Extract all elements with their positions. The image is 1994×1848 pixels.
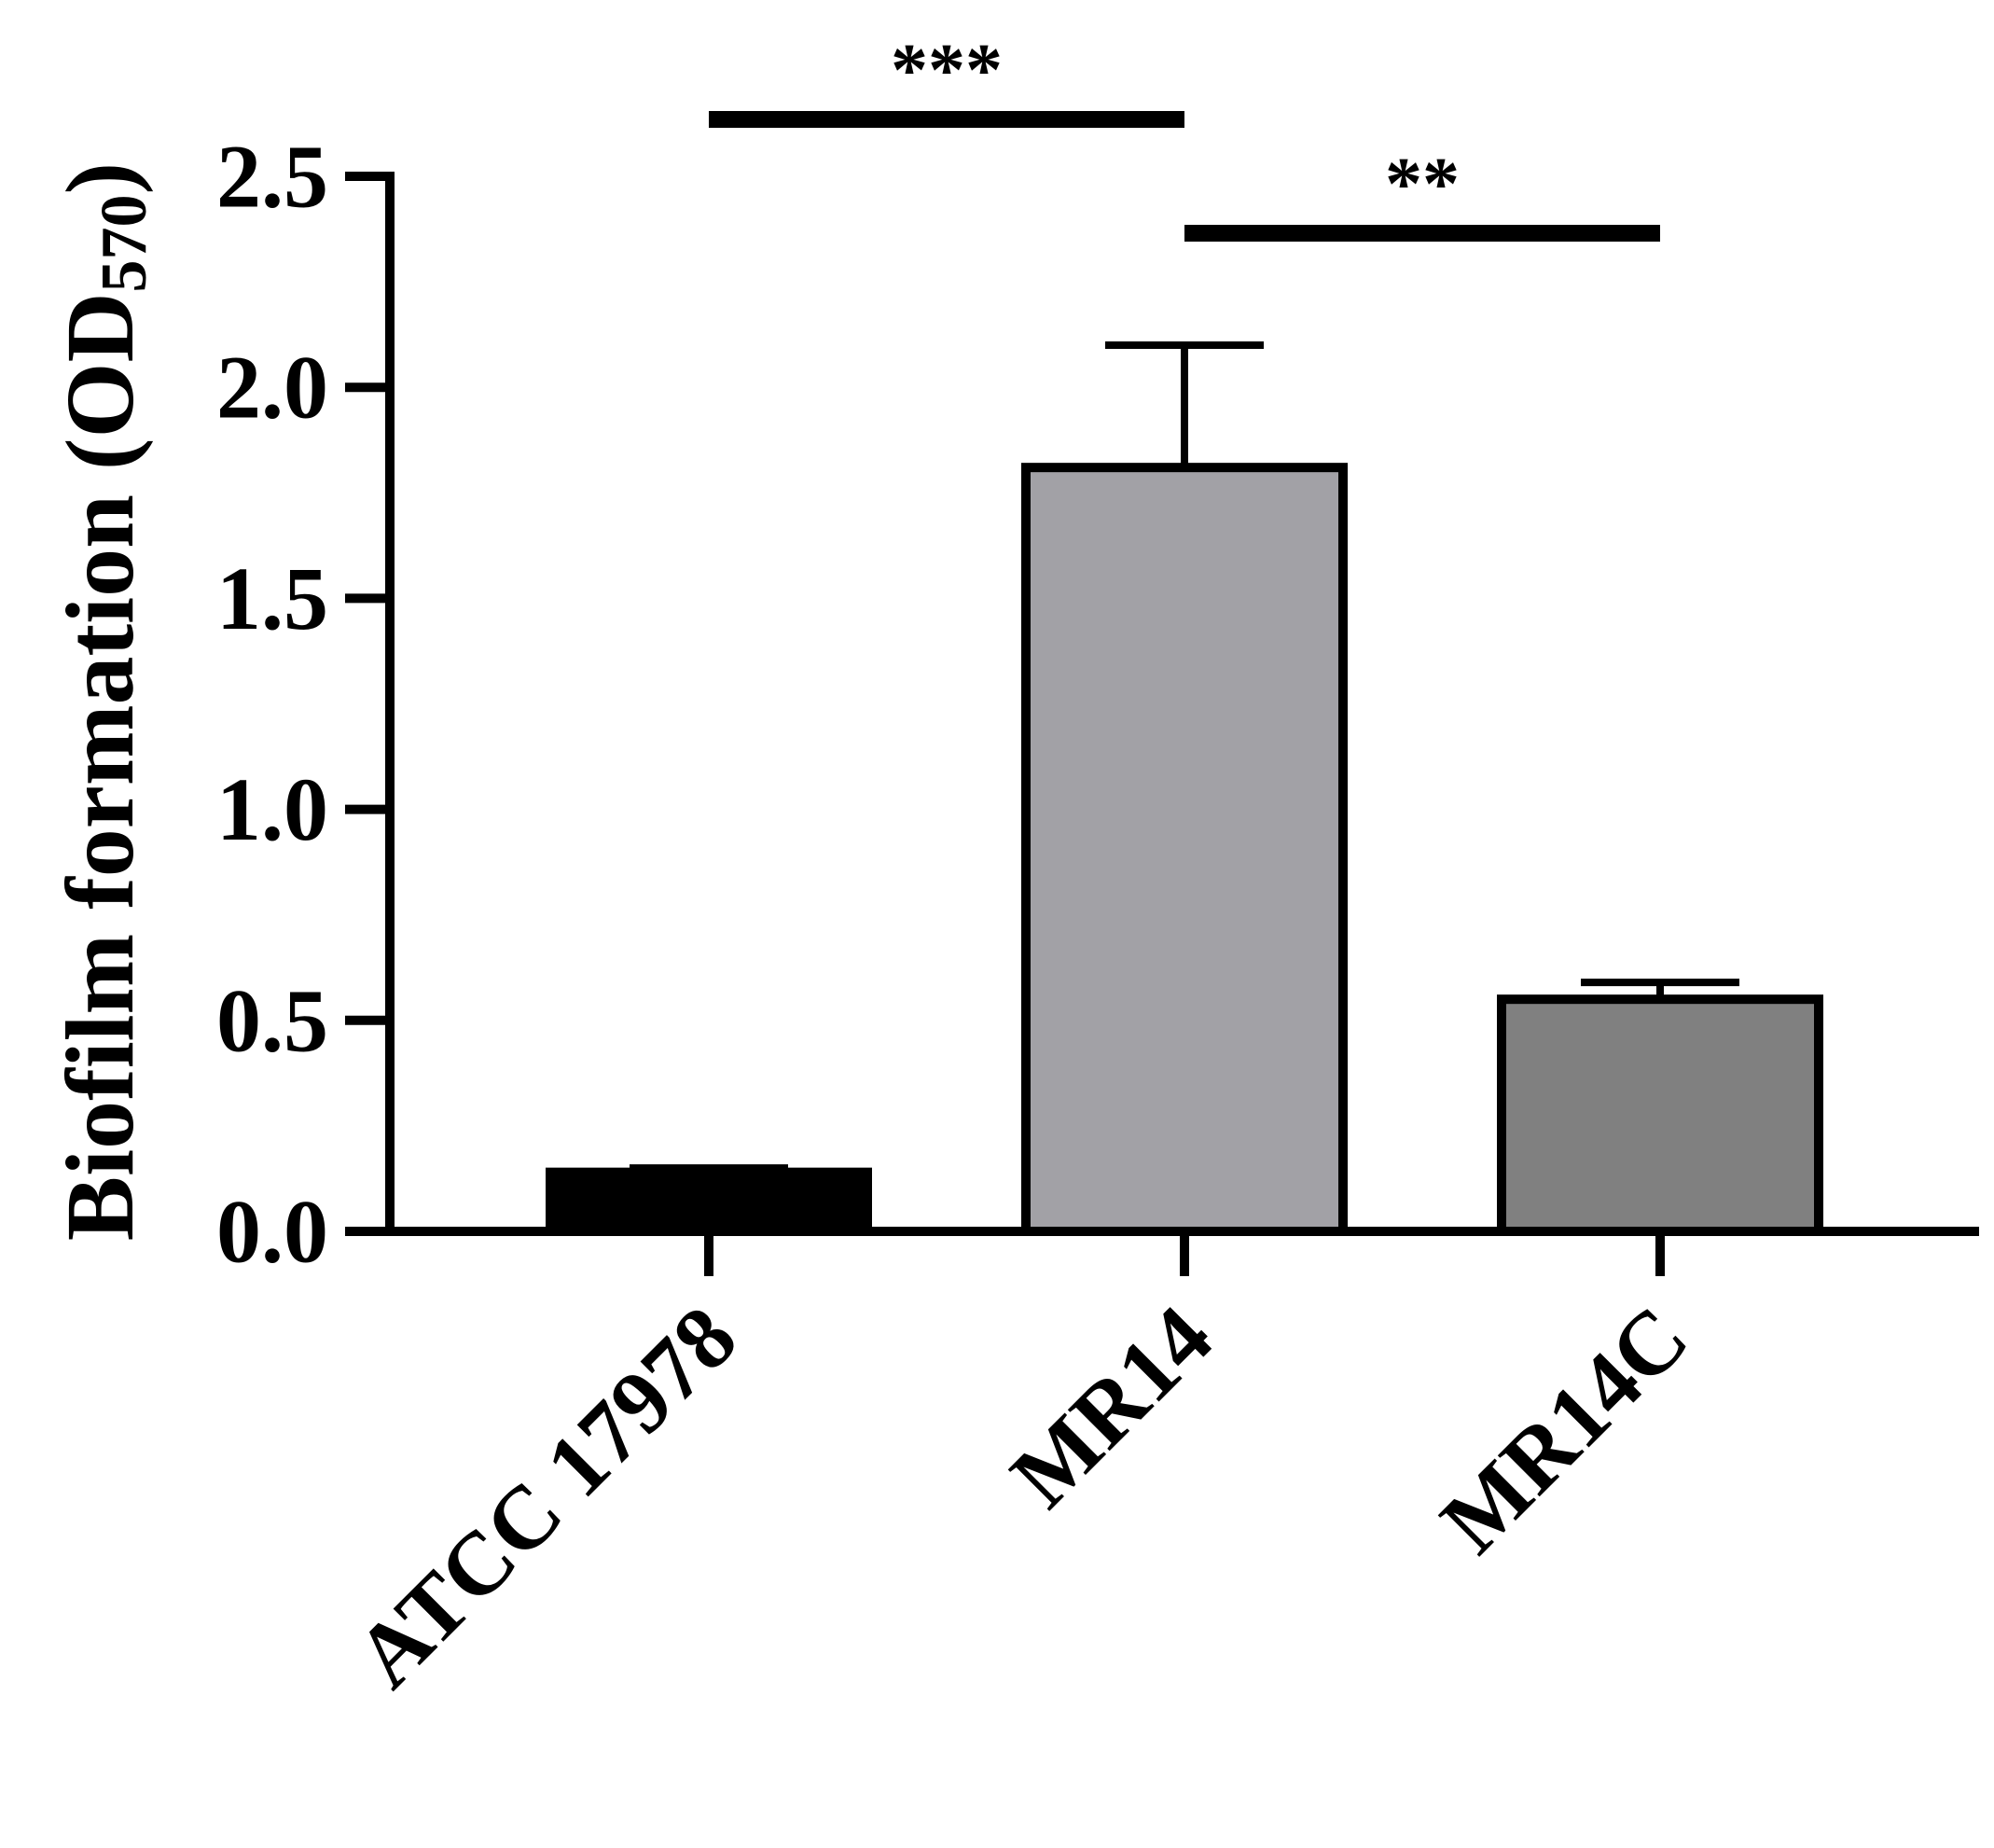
y-tick-label: 0.5 bbox=[216, 970, 328, 1070]
error-bar-mr14 bbox=[1105, 340, 1264, 468]
y-tick-label: 2.0 bbox=[216, 338, 328, 438]
y-axis-title-subscript: 570 bbox=[89, 194, 160, 292]
y-ticks-layer: 0.0 0.5 1.0 1.5 2.0 2.5 bbox=[216, 127, 390, 1282]
bar-mr14 bbox=[1021, 463, 1348, 1236]
x-tick-label-atcc-17978: ATCC 17978 bbox=[336, 1286, 755, 1706]
bar-mr14c bbox=[1497, 994, 1823, 1237]
y-axis-title-close: ) bbox=[47, 162, 154, 195]
x-ticks-layer: ATCC 17978 MR14 MR14C bbox=[336, 1231, 1707, 1706]
bars-layer bbox=[546, 463, 1823, 1237]
x-tick-label-mr14c: MR14C bbox=[1421, 1286, 1707, 1572]
x-tick-label-mr14: MR14 bbox=[991, 1286, 1231, 1526]
y-axis-title: Biofilm formation (OD570) bbox=[47, 162, 160, 1241]
error-bars-layer bbox=[630, 340, 1739, 1173]
y-tick-label: 0.0 bbox=[216, 1182, 328, 1282]
y-tick-label: 2.5 bbox=[216, 127, 328, 227]
significance-label: ** bbox=[1385, 144, 1460, 226]
bar-atcc-17978 bbox=[546, 1167, 872, 1236]
significance-layer: ***** bbox=[709, 30, 1660, 242]
error-bar-atcc-17978 bbox=[630, 1164, 788, 1173]
y-tick-label: 1.5 bbox=[216, 549, 328, 648]
error-bar-mr14c bbox=[1581, 979, 1739, 1000]
y-tick-label: 1.0 bbox=[216, 759, 328, 859]
y-axis-title-main: Biofilm formation (OD bbox=[47, 292, 154, 1241]
significance-label: *** bbox=[891, 30, 1003, 112]
